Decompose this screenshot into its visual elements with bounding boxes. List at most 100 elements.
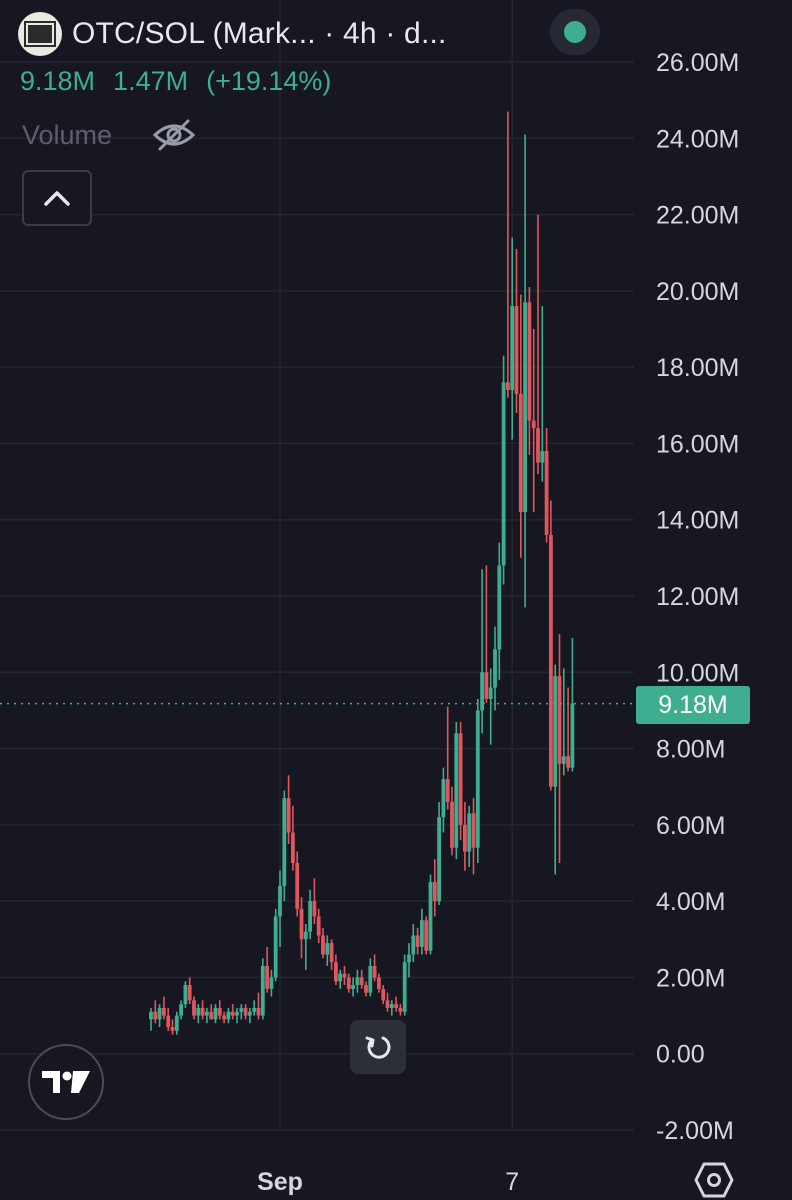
candle-down	[162, 996, 166, 1020]
candle-down	[372, 954, 377, 982]
candle-up	[441, 767, 446, 833]
candle-body	[394, 1004, 398, 1008]
candle-up	[278, 870, 282, 947]
candle-body	[368, 965, 373, 993]
candle-up	[540, 306, 545, 482]
y-tick-label: 2.00M	[656, 964, 725, 992]
candle-body	[312, 901, 317, 917]
candle-up	[501, 355, 506, 585]
candle-body	[192, 1000, 196, 1016]
candle-body	[531, 420, 536, 429]
candle-body	[196, 1007, 201, 1016]
candle-body	[385, 1000, 390, 1008]
candle-body	[544, 451, 549, 535]
candle-up	[239, 1004, 244, 1020]
candle-body	[205, 1011, 209, 1016]
candle-down	[377, 973, 381, 993]
candle-down	[514, 248, 519, 413]
candle-down	[299, 897, 304, 959]
y-tick-label: -2.00M	[656, 1117, 734, 1145]
candle-body	[166, 1015, 171, 1028]
candle-up	[282, 790, 287, 902]
candle-up	[269, 969, 274, 997]
candle-body	[549, 534, 553, 787]
candle-body	[441, 779, 446, 818]
candle-down	[209, 1004, 214, 1020]
candle-up	[437, 801, 441, 905]
candle-body	[248, 1011, 252, 1016]
tradingview-logo[interactable]	[28, 1044, 104, 1120]
candle-body	[480, 672, 484, 711]
candle-down	[432, 859, 437, 917]
y-tick-label: 20.00M	[656, 278, 739, 306]
y-tick-label: 24.00M	[656, 125, 739, 153]
candle-body	[359, 977, 364, 986]
candle-down	[286, 775, 291, 844]
reset-chart-button[interactable]	[350, 1020, 406, 1074]
candle-down	[230, 1004, 235, 1020]
candle-down	[364, 981, 368, 997]
candle-down	[316, 908, 321, 944]
symbol-title[interactable]: OTC/SOL (Mark... · 4h · d...	[72, 17, 447, 50]
candle-down	[217, 1000, 222, 1020]
candle-body	[377, 977, 381, 989]
candle-up	[355, 969, 360, 993]
candle-up	[561, 668, 566, 776]
candle-body	[230, 1011, 235, 1016]
y-tick-label: 4.00M	[656, 888, 725, 916]
y-tick-label: 12.00M	[656, 583, 739, 611]
candle-up	[411, 924, 416, 963]
symbol-header[interactable]: OTC/SOL (Mark... · 4h · d...	[18, 8, 447, 60]
candle-up	[510, 237, 515, 440]
candle-body	[303, 931, 308, 940]
y-tick-label: 16.00M	[656, 430, 739, 458]
candle-up	[570, 637, 575, 772]
candle-body	[278, 885, 282, 917]
candle-down	[256, 992, 261, 1020]
candle-body	[437, 817, 441, 902]
candle-body	[338, 973, 343, 982]
candle-up	[368, 958, 373, 997]
candle-body	[256, 1007, 261, 1016]
candle-body	[566, 756, 570, 768]
candle-body	[420, 920, 424, 947]
candle-down	[295, 851, 300, 917]
candle-down	[166, 1007, 171, 1031]
candle-body	[475, 710, 480, 848]
candle-body	[450, 801, 454, 848]
candle-body	[561, 756, 566, 764]
candle-up	[308, 889, 312, 940]
candle-body	[291, 832, 295, 863]
candle-body	[153, 1011, 158, 1020]
candle-up	[351, 977, 355, 997]
candle-body	[454, 733, 459, 848]
candle-body	[226, 1011, 231, 1020]
candle-body	[286, 798, 291, 833]
y-tick-label: 14.00M	[656, 507, 739, 535]
market-status-button[interactable]	[550, 9, 600, 55]
candle-up	[303, 924, 308, 970]
candle-body	[200, 1007, 205, 1016]
candle-up	[493, 626, 497, 711]
candle-body	[364, 985, 368, 993]
candle-body	[557, 676, 562, 764]
candle-down	[463, 801, 467, 871]
candle-body	[329, 943, 334, 963]
candle-body	[321, 935, 325, 955]
gear-hexagon-icon[interactable]	[694, 1160, 734, 1200]
candle-down	[536, 214, 540, 474]
candle-down	[291, 805, 295, 871]
candle-up	[179, 1000, 183, 1020]
candle-down	[346, 973, 351, 993]
candle-up	[260, 958, 265, 1020]
candle-body	[527, 302, 532, 421]
change-percent: (+19.14%)	[206, 66, 332, 96]
candle-body	[187, 985, 192, 1001]
collapse-button[interactable]	[22, 170, 92, 226]
candle-body	[170, 1027, 175, 1031]
candle-body	[424, 920, 429, 951]
candle-up	[196, 1004, 201, 1024]
candle-body	[299, 908, 304, 940]
eye-slash-icon[interactable]	[152, 118, 196, 152]
